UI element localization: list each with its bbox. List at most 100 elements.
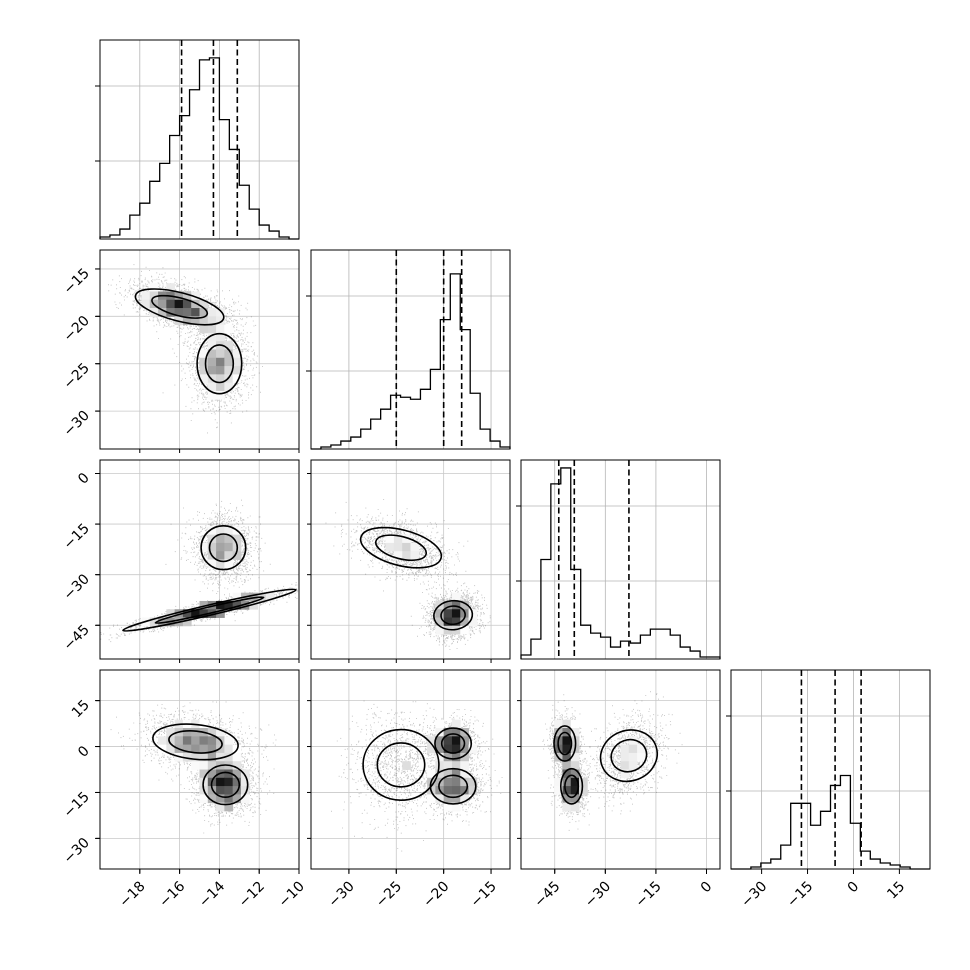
histogram-step-0 (99, 57, 299, 240)
density-cell (451, 794, 461, 804)
contour-line (559, 767, 584, 805)
density-cell (451, 736, 461, 746)
scatter-panel-3-2 (520, 669, 721, 870)
density-cell (468, 786, 478, 795)
density-cell (199, 609, 209, 618)
density-cell (570, 769, 580, 779)
density-cell (224, 744, 234, 754)
density-cell (149, 283, 159, 292)
density-cell (174, 736, 184, 746)
density-cell (158, 736, 167, 746)
density-cell (191, 299, 200, 309)
density-cell (207, 794, 217, 804)
density-cell (216, 390, 225, 400)
scatter-panel-3-1 (310, 669, 511, 870)
density-cell (468, 744, 478, 754)
density-cell (216, 332, 225, 342)
density-cell (562, 794, 572, 804)
density-cell (240, 600, 250, 610)
density-cell (216, 357, 225, 367)
density-cell (427, 744, 436, 754)
histogram-step-1 (311, 273, 511, 450)
density-cell (216, 526, 225, 536)
density-cell (402, 542, 411, 552)
density-cell (149, 291, 159, 301)
density-cell (207, 744, 217, 754)
density-cell (451, 617, 461, 627)
density-cell (158, 308, 167, 317)
density-cell (224, 357, 234, 367)
density-cell (191, 752, 200, 762)
density-cell (207, 324, 217, 334)
contour-line (200, 524, 247, 571)
density-cell (166, 728, 176, 737)
density-cell (207, 609, 217, 618)
density-cell (570, 786, 580, 795)
density-cell (199, 719, 209, 729)
histogram-step-2 (520, 467, 721, 659)
density-cell (427, 736, 436, 746)
density-cell (199, 374, 209, 384)
density-cell (451, 752, 461, 762)
density-cell (232, 534, 242, 544)
density-cell (393, 551, 403, 560)
density-cell (451, 728, 461, 737)
contour-line (204, 344, 235, 384)
density-cell (637, 752, 646, 762)
density-cell (410, 542, 420, 552)
density-cell (224, 534, 234, 544)
density-cell (562, 786, 572, 795)
density-cell (207, 316, 217, 326)
density-cell (443, 609, 453, 618)
density-cell (451, 592, 461, 602)
density-cell (232, 374, 242, 384)
density-cell (216, 349, 225, 359)
histogram-panel-2 (516, 459, 721, 660)
density-cell (224, 600, 234, 610)
density-cell (460, 769, 469, 779)
density-cell (451, 802, 461, 812)
density-cell (216, 802, 225, 812)
density-cell (199, 542, 209, 552)
panel-frame (310, 459, 511, 660)
density-cell (199, 366, 209, 375)
density-cell (393, 534, 403, 544)
density-cell (232, 349, 242, 359)
contour-line (599, 729, 659, 783)
density-cell (207, 542, 217, 552)
density-cell (451, 744, 461, 754)
density-cell (451, 719, 461, 729)
density-cell (182, 609, 192, 618)
density-cell (443, 600, 453, 610)
density-cell (199, 761, 209, 770)
density-cell (240, 777, 250, 787)
density-cell (224, 752, 234, 762)
density-cell (191, 744, 200, 754)
density-cell (232, 600, 242, 610)
density-cell (402, 761, 411, 770)
density-cell (182, 736, 192, 746)
density-cell (443, 744, 453, 754)
density-cell (207, 736, 217, 746)
density-cell (385, 534, 395, 544)
density-cell (402, 534, 411, 544)
density-cell (216, 382, 225, 392)
density-cell (158, 299, 167, 309)
contour-line (202, 764, 249, 806)
panel-frame (310, 249, 511, 450)
density-cell (579, 777, 588, 787)
density-cell (199, 316, 209, 326)
density-cell (232, 357, 242, 367)
density-cell (224, 769, 234, 779)
density-cell (451, 786, 461, 795)
density-cell (232, 769, 242, 779)
density-cell (207, 761, 217, 770)
density-cell (265, 592, 275, 602)
density-cell (199, 752, 209, 762)
density-cell (460, 617, 469, 627)
density-cell (451, 609, 461, 618)
contour-line (208, 533, 239, 563)
density-cell (628, 752, 638, 762)
panel-frame (99, 249, 300, 450)
